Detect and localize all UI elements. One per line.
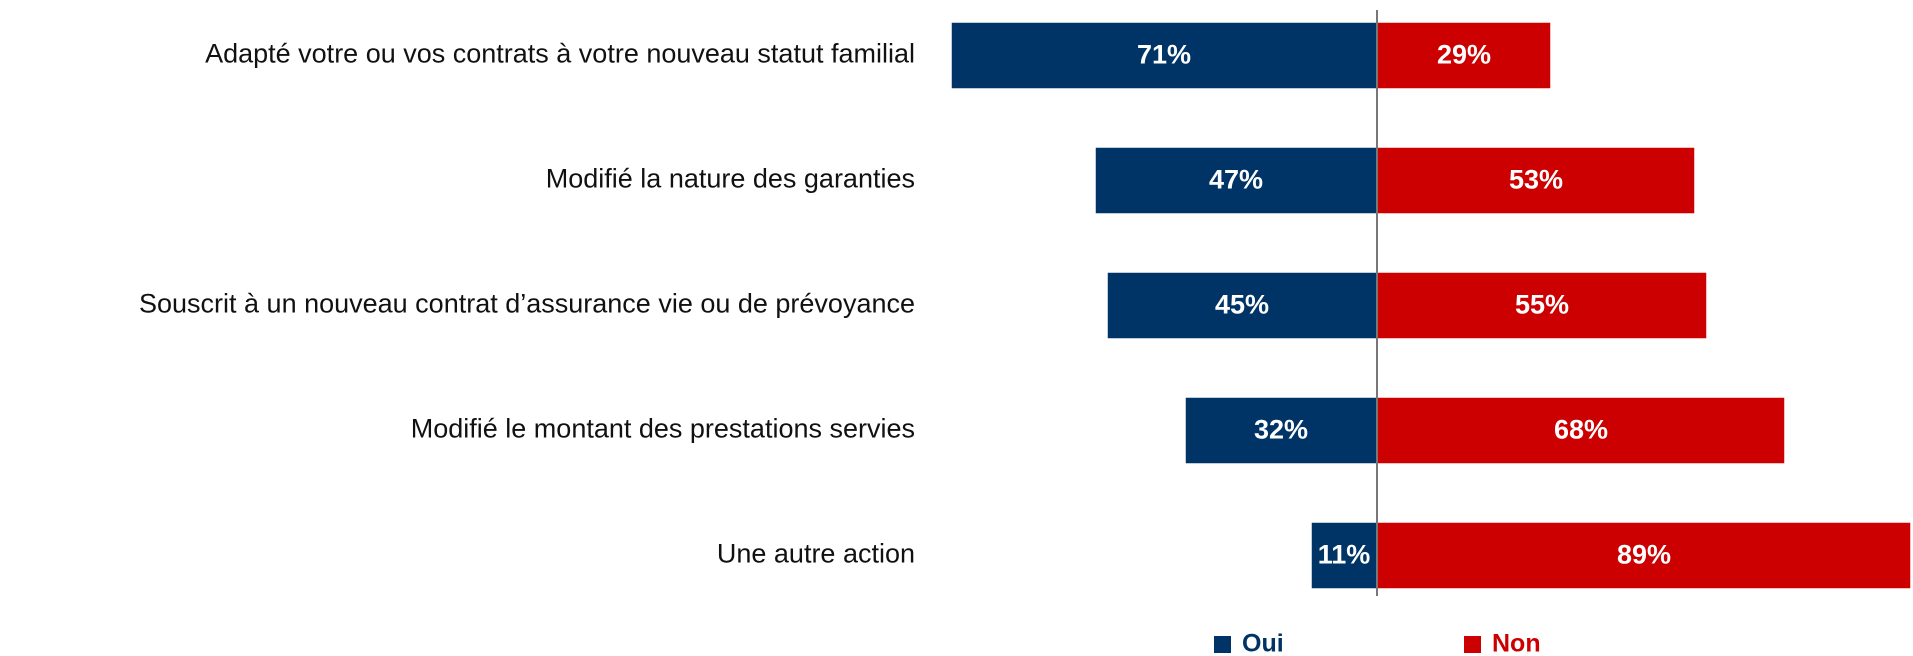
bar <box>1376 271 1708 340</box>
bar <box>1094 146 1378 215</box>
bar <box>1310 521 1378 590</box>
bar <box>1376 146 1696 215</box>
value-label: 68% <box>1554 415 1608 445</box>
bar <box>1376 21 1552 90</box>
value-label: 11% <box>1318 540 1371 570</box>
legend-label: Oui <box>1242 630 1284 656</box>
value-label: 89% <box>1617 540 1671 570</box>
bar <box>1106 271 1378 340</box>
value-label: 53% <box>1509 165 1563 195</box>
value-label: 55% <box>1515 290 1569 320</box>
value-label: 71% <box>1137 40 1191 70</box>
category-label: Adapté votre ou vos contrats à votre nou… <box>205 39 915 69</box>
category-label: Modifié le montant des prestations servi… <box>411 414 915 444</box>
category-label: Souscrit à un nouveau contrat d’assuranc… <box>139 289 915 319</box>
value-label: 45% <box>1215 290 1269 320</box>
category-label: Une autre action <box>717 539 915 569</box>
value-label: 47% <box>1209 165 1263 195</box>
bar <box>1184 396 1378 465</box>
bar <box>1376 521 1912 590</box>
value-label: 29% <box>1437 40 1491 70</box>
legend-swatch <box>1214 636 1231 653</box>
value-label: 32% <box>1254 415 1308 445</box>
category-label: Modifié la nature des garanties <box>546 164 915 194</box>
legend-swatch <box>1464 636 1481 653</box>
bar <box>950 21 1378 90</box>
legend-label: Non <box>1492 630 1541 656</box>
